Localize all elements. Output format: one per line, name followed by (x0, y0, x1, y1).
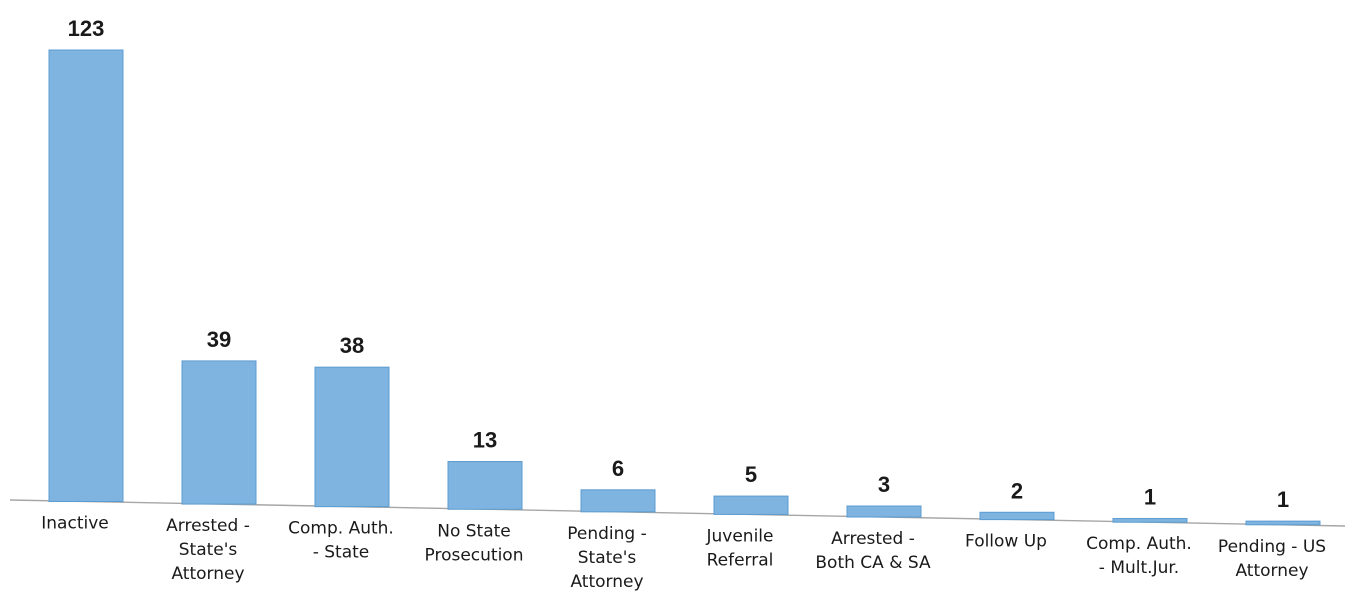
value-label-6: 3 (878, 472, 890, 497)
category-label-4-line-1: State's (578, 548, 637, 568)
bar-7 (979, 511, 1055, 521)
category-label-5-line-0: Juvenile (706, 526, 774, 546)
category-label-3-line-1: Prosecution (425, 545, 524, 565)
value-label-8: 1 (1144, 485, 1156, 510)
value-label-7: 2 (1011, 478, 1023, 503)
category-label-1-line-0: Arrested - (166, 516, 250, 536)
category-label-9-line-1: Attorney (1235, 561, 1308, 581)
category-label-2-line-1: - State (313, 543, 370, 563)
category-label-8: Comp. Auth. - Mult.Jur. (1086, 534, 1192, 578)
bar-8 (1112, 518, 1188, 523)
category-label-6-line-0: Arrested - (831, 529, 915, 549)
category-label-9: Pending - US Attorney (1218, 537, 1326, 581)
value-label-4: 6 (612, 456, 624, 481)
category-label-8-line-1: - Mult.Jur. (1099, 558, 1179, 578)
value-label-0: 123 (68, 16, 105, 41)
value-label-9: 1 (1277, 487, 1289, 512)
category-label-6: Arrested - Both CA & SA (815, 529, 931, 573)
bar-2 (314, 366, 390, 508)
category-label-5: Juvenile Referral (706, 526, 774, 570)
category-label-8-line-0: Comp. Auth. (1086, 534, 1192, 554)
category-label-9-line-0: Pending - US (1218, 537, 1326, 557)
category-label-1-line-2: Attorney (171, 564, 244, 584)
value-labels-group: 123 39 38 13 6 5 3 2 1 1 (68, 16, 1289, 512)
bar-3 (447, 461, 523, 510)
category-label-2: Comp. Auth. - State (288, 519, 394, 563)
category-label-7-line-0: Follow Up (965, 532, 1047, 552)
bar-5 (713, 495, 789, 515)
category-label-4-line-0: Pending - (567, 524, 647, 544)
bar-6 (846, 505, 922, 518)
category-label-4: Pending - State's Attorney (567, 524, 647, 592)
category-label-1-line-1: State's (179, 540, 238, 560)
category-label-7: Follow Up (965, 532, 1047, 552)
value-label-2: 38 (340, 333, 364, 358)
category-label-3-line-0: No State (437, 521, 511, 541)
value-label-1: 39 (207, 327, 231, 352)
category-label-0: Inactive (41, 513, 108, 533)
category-label-2-line-0: Comp. Auth. (288, 519, 394, 539)
bar-1 (181, 360, 257, 505)
category-label-3: No State Prosecution (425, 521, 524, 565)
category-label-5-line-1: Referral (707, 550, 774, 570)
category-label-0-line-0: Inactive (41, 513, 108, 533)
value-label-3: 13 (473, 428, 497, 453)
category-label-1: Arrested - State's Attorney (166, 516, 250, 584)
category-labels-group: Inactive Arrested - State's Attorney Comp. A… (41, 513, 1326, 591)
bar-0 (48, 49, 124, 502)
bars-group (48, 49, 1321, 526)
bar-9 (1245, 520, 1321, 526)
bar-4 (580, 489, 656, 513)
category-label-4-line-2: Attorney (570, 572, 643, 592)
category-label-6-line-1: Both CA & SA (815, 553, 931, 573)
value-label-5: 5 (745, 462, 757, 487)
